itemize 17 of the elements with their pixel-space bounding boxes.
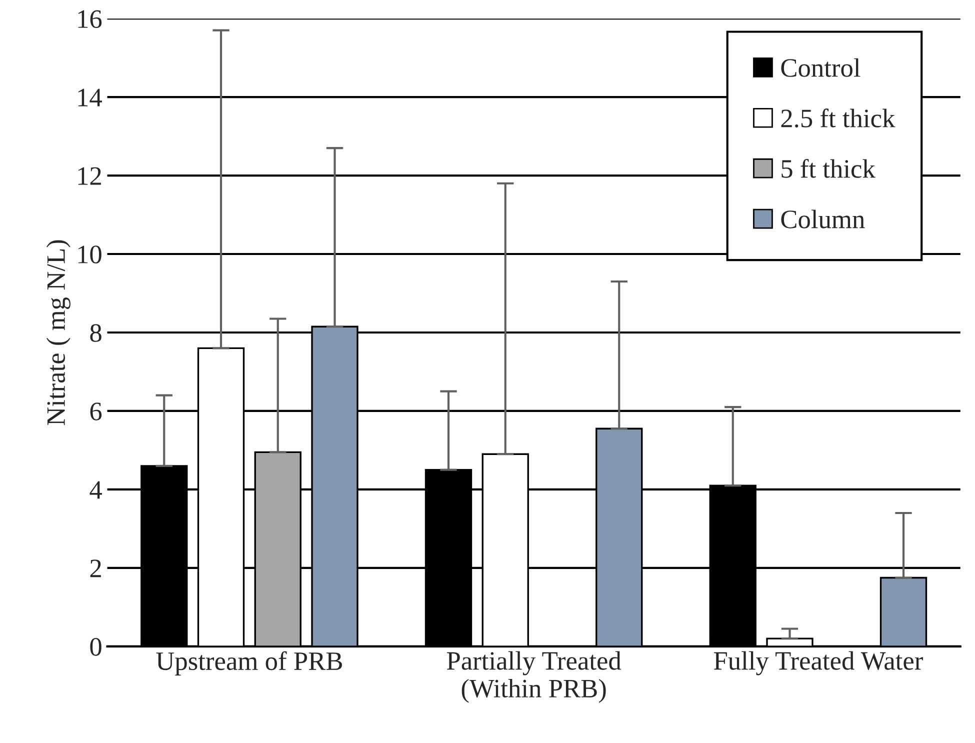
y-axis-title: Nitrate ( mg N/L) bbox=[46, 240, 70, 426]
y-tick-label: 16 bbox=[78, 10, 102, 28]
legend-label: Control bbox=[781, 58, 860, 77]
legend-label: 5 ft thick bbox=[782, 159, 876, 178]
x-tick-label: Upstream of PRB bbox=[156, 651, 342, 676]
legend-label: 2.5 ft thick bbox=[781, 108, 896, 128]
y-tick-label: 2 bbox=[90, 560, 101, 578]
x-tick-label: Fully Treated Water bbox=[714, 651, 923, 676]
x-tick-label: Partially Treated (Within PRB) bbox=[446, 651, 622, 703]
y-tick-label: 0 bbox=[90, 638, 102, 656]
y-tick-label: 8 bbox=[90, 324, 102, 342]
y-tick-label: 12 bbox=[78, 167, 101, 185]
y-tick-label: 6 bbox=[90, 402, 102, 420]
legend-label: Column bbox=[781, 210, 865, 228]
y-tick-label: 10 bbox=[78, 246, 102, 264]
y-tick-label: 14 bbox=[78, 88, 102, 106]
y-tick-label: 4 bbox=[90, 481, 102, 499]
